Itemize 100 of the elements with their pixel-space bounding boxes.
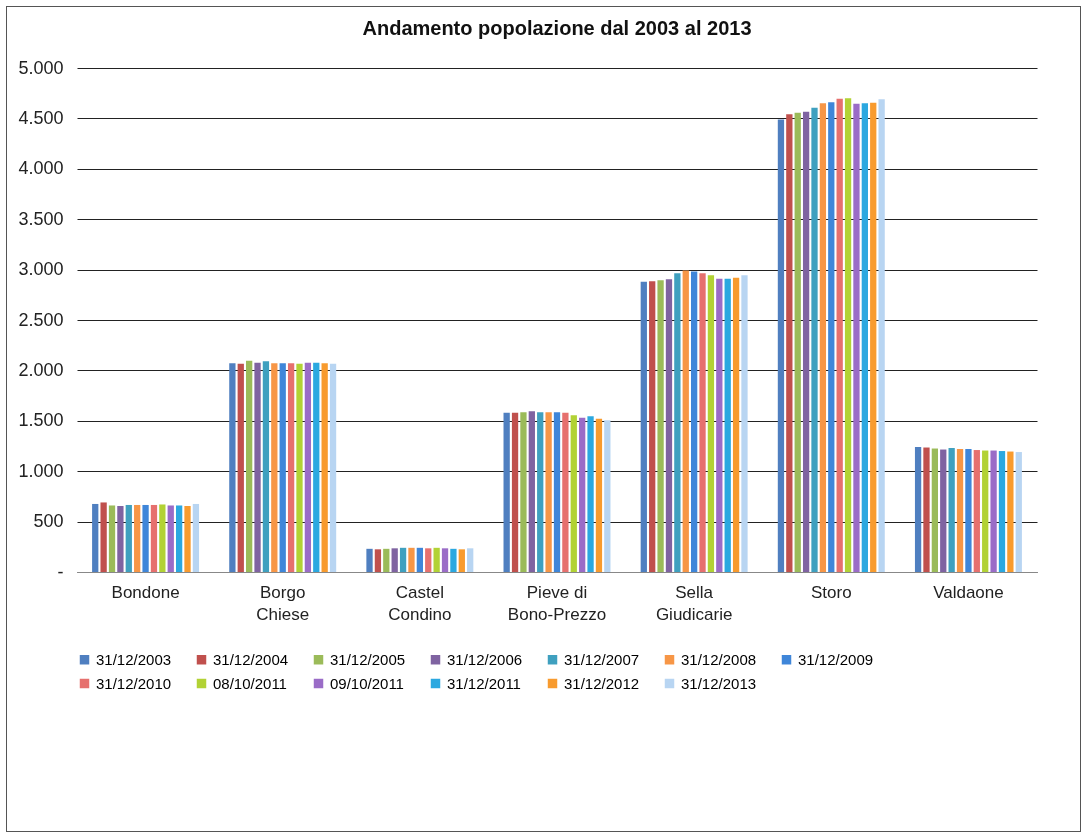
bar — [699, 273, 706, 572]
bar — [167, 505, 174, 572]
bar — [828, 102, 835, 572]
bar — [878, 99, 885, 572]
y-tick-label: 2.000 — [18, 359, 64, 380]
bar — [313, 362, 320, 572]
bar — [1007, 451, 1014, 572]
bar — [229, 363, 236, 572]
bar — [237, 363, 244, 572]
x-tick-label: Valdaone — [933, 582, 1004, 602]
bar — [587, 416, 594, 572]
bar — [914, 447, 922, 572]
legend-label: 31/12/2004 — [213, 650, 289, 668]
x-tick-label: Storo — [810, 582, 852, 602]
bar — [579, 417, 586, 572]
x-tick-label: Pieve di Bono-Prezzo — [507, 582, 607, 624]
bar — [861, 103, 868, 572]
bar — [125, 504, 132, 572]
bar — [287, 363, 295, 572]
y-tick-label: 1.500 — [18, 410, 64, 431]
x-tick-label: Castel Condino — [388, 582, 452, 624]
bar — [724, 278, 731, 572]
legend-label: 31/12/2008 — [681, 650, 757, 668]
bar — [528, 411, 535, 572]
bar — [108, 505, 116, 572]
bar — [399, 547, 407, 572]
bar — [604, 420, 611, 572]
bar — [732, 277, 740, 572]
bar — [819, 103, 827, 572]
legend-label: 31/12/2013 — [681, 674, 757, 692]
bar — [537, 412, 544, 572]
bar — [441, 548, 449, 572]
bar — [811, 107, 818, 572]
bar — [520, 412, 527, 572]
legend-label: 08/10/2011 — [213, 674, 287, 692]
y-tick-label: 4.000 — [18, 158, 64, 179]
y-tick-label: 2.500 — [18, 309, 64, 330]
bar — [998, 451, 1006, 572]
legend-label: 31/12/2010 — [96, 674, 172, 692]
bar — [595, 418, 603, 572]
bar — [553, 412, 561, 572]
bar — [545, 412, 552, 572]
bar — [262, 361, 270, 572]
bar — [965, 449, 972, 572]
bar — [665, 279, 673, 572]
bar — [100, 502, 107, 572]
bar — [159, 504, 166, 572]
legend-label: 31/12/2005 — [330, 650, 406, 668]
y-tick-label: 3.500 — [18, 208, 64, 229]
bar — [142, 504, 149, 572]
bar — [931, 448, 939, 572]
bar — [304, 362, 312, 572]
bar — [990, 450, 997, 572]
legend-label: 31/12/2003 — [96, 650, 172, 668]
bar — [408, 547, 415, 572]
x-tick-label: Bondone — [111, 582, 180, 602]
bar — [254, 362, 261, 572]
bar — [467, 548, 474, 572]
y-tick-label: 5.000 — [18, 57, 64, 78]
bar — [246, 360, 253, 572]
bar — [321, 363, 328, 572]
bar — [511, 412, 519, 572]
bar — [366, 548, 373, 572]
bar — [562, 412, 569, 572]
bar — [802, 111, 810, 572]
bar — [271, 363, 278, 572]
legend-label: 31/12/2012 — [564, 674, 640, 692]
bar — [948, 448, 955, 572]
x-tick-label: Borgo Chiese — [256, 582, 310, 624]
bar — [570, 415, 577, 572]
bar — [503, 412, 510, 572]
bar — [786, 114, 793, 572]
bar — [391, 548, 398, 572]
bar — [383, 548, 390, 572]
bar — [117, 505, 124, 572]
bar — [973, 450, 980, 572]
bar — [192, 503, 200, 572]
legend-label: 31/12/2007 — [564, 650, 640, 668]
bar — [175, 505, 183, 572]
bar — [707, 275, 715, 572]
bar — [777, 119, 785, 572]
bar — [923, 447, 930, 572]
legend-label: 09/10/2011 — [330, 674, 404, 692]
y-tick-label: 1.000 — [18, 460, 64, 481]
chart-title: Andamento popolazione dal 2003 al 2013 — [362, 17, 752, 39]
bar — [433, 547, 440, 572]
bar — [649, 281, 656, 572]
bar — [741, 275, 748, 572]
bar — [716, 278, 723, 572]
bar — [329, 363, 337, 572]
bar — [450, 548, 457, 572]
bar — [794, 112, 801, 572]
bar — [374, 549, 382, 572]
bar — [836, 98, 843, 572]
legend-label: 31/12/2009 — [798, 650, 874, 668]
bar — [940, 449, 947, 572]
bar — [982, 450, 989, 572]
bar — [279, 363, 286, 572]
bar — [640, 281, 647, 572]
bar — [870, 102, 877, 572]
